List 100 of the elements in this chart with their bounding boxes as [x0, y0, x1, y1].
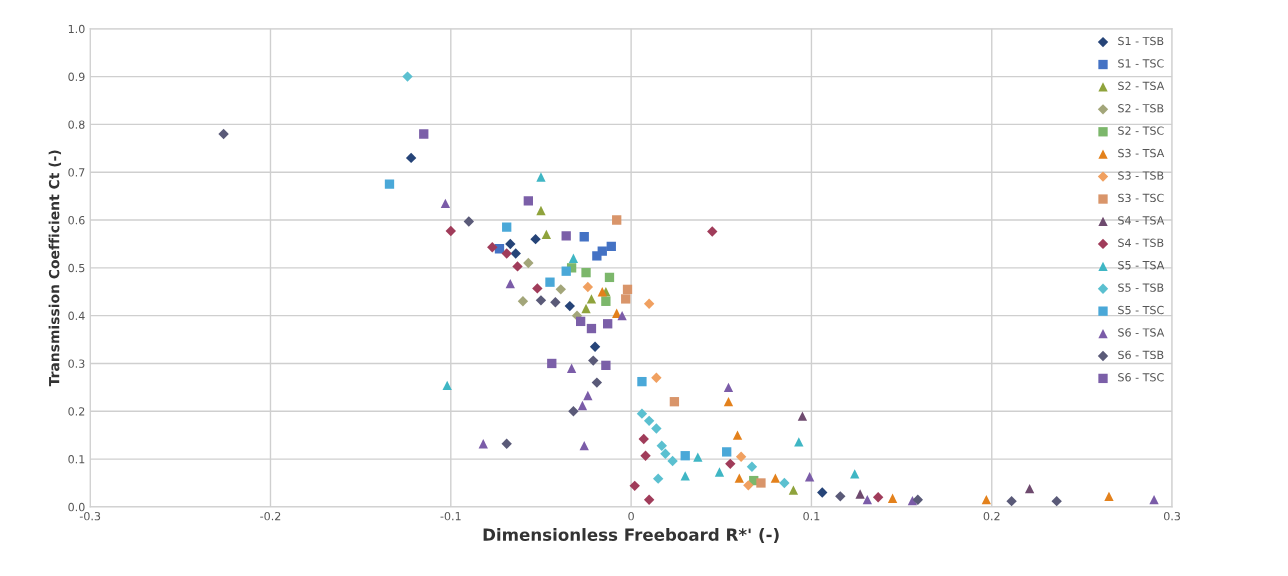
point — [535, 295, 547, 306]
point — [651, 372, 662, 383]
point — [746, 461, 758, 472]
point — [501, 438, 512, 449]
point — [862, 495, 872, 505]
point — [640, 450, 651, 461]
point — [680, 451, 690, 461]
point — [804, 472, 815, 482]
point — [637, 376, 647, 387]
point — [606, 241, 616, 251]
point — [651, 423, 662, 434]
point — [501, 248, 512, 259]
y-axis-title: Transmission Coefficient Ct (-) — [48, 150, 62, 387]
y-tick-label: 0.0 — [68, 502, 85, 512]
point — [586, 323, 597, 334]
legend-label: S4 - TSA — [1118, 216, 1165, 225]
legend-label: S1 - TSC — [1118, 59, 1164, 68]
point — [541, 229, 552, 240]
point — [1024, 484, 1035, 494]
point — [732, 430, 743, 440]
point — [561, 266, 571, 276]
y-tick-label: 0.2 — [68, 407, 85, 416]
legend-label: S3 - TSC — [1118, 193, 1164, 203]
point — [1149, 495, 1159, 505]
point — [581, 267, 591, 278]
point — [603, 319, 613, 329]
point — [617, 310, 627, 321]
point — [592, 251, 602, 261]
x-tick-label: 0.1 — [803, 511, 820, 521]
point — [512, 261, 523, 272]
point — [872, 492, 884, 503]
y-tick-label: 0.6 — [68, 216, 85, 225]
point — [850, 469, 860, 479]
legend-label: S2 - TSA — [1118, 81, 1165, 91]
y-tick-label: 0.3 — [68, 359, 85, 368]
point — [505, 278, 515, 289]
point — [723, 397, 734, 407]
point — [669, 397, 680, 407]
legend-label: S2 - TSB — [1118, 104, 1164, 113]
point — [621, 294, 631, 304]
x-tick-label: -0.1 — [440, 511, 461, 521]
point — [561, 231, 571, 241]
x-tick-label: -0.2 — [260, 511, 281, 521]
x-tick-label: -0.3 — [79, 511, 101, 521]
point — [693, 452, 703, 462]
point — [601, 360, 611, 371]
point — [643, 494, 655, 505]
point — [588, 355, 599, 366]
x-tick-label: 0 — [628, 511, 634, 521]
point — [402, 71, 413, 82]
point — [779, 477, 790, 489]
point — [855, 489, 865, 499]
point — [517, 296, 529, 307]
point — [405, 152, 417, 164]
legend-label: S3 - TSA — [1118, 148, 1165, 158]
point — [523, 196, 533, 206]
point — [591, 377, 603, 388]
point — [660, 448, 671, 460]
y-tick-label: 0.4 — [68, 311, 85, 321]
legend-label: S6 - TSA — [1118, 328, 1165, 337]
point — [419, 129, 429, 139]
legend-label: S3 - TSB — [1118, 171, 1164, 180]
point — [1051, 495, 1062, 507]
point — [523, 257, 534, 269]
y-tick-label: 0.5 — [68, 263, 85, 273]
point — [1006, 495, 1017, 507]
point — [550, 297, 561, 308]
point — [794, 437, 804, 447]
point — [643, 298, 655, 309]
legend-label: S5 - TSB — [1118, 283, 1164, 292]
point — [636, 408, 648, 419]
point — [629, 480, 640, 492]
point — [734, 473, 744, 483]
point — [577, 400, 588, 411]
legend-label: S6 - TSB — [1118, 350, 1164, 360]
point — [601, 296, 611, 306]
point — [505, 238, 516, 250]
point — [445, 225, 456, 237]
point — [575, 316, 586, 327]
point — [586, 294, 597, 304]
point — [788, 485, 799, 495]
point — [536, 205, 546, 216]
point — [566, 363, 577, 373]
point — [743, 480, 754, 491]
point — [547, 358, 557, 369]
x-tick-label: 0.3 — [1163, 511, 1181, 521]
point — [656, 440, 667, 451]
point — [723, 382, 734, 393]
point — [579, 441, 589, 451]
point — [622, 284, 633, 295]
point — [604, 272, 615, 283]
point — [440, 198, 451, 208]
point — [582, 281, 594, 293]
point — [442, 380, 452, 391]
point — [510, 248, 521, 259]
point — [612, 215, 622, 225]
point — [545, 277, 555, 287]
point — [568, 406, 579, 417]
point — [714, 467, 725, 477]
point — [981, 495, 992, 505]
